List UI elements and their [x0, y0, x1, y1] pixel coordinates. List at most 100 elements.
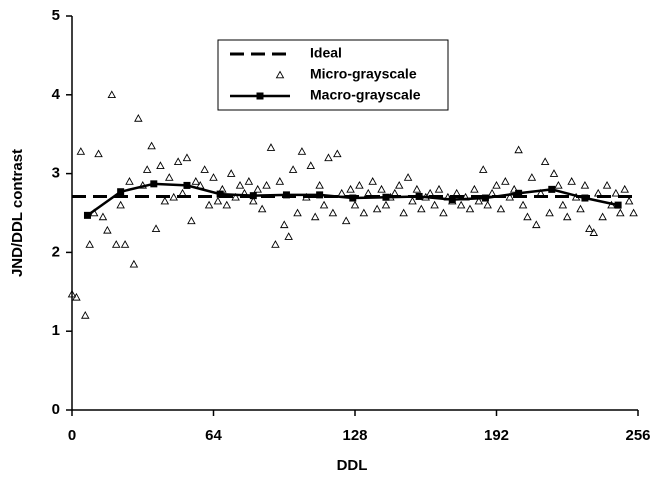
- micro-point: [514, 145, 523, 154]
- micro-point: [120, 240, 130, 248]
- x-tick-label: 256: [625, 427, 650, 444]
- micro-point: [226, 169, 236, 177]
- micro-point: [368, 177, 377, 185]
- micro-point: [204, 200, 214, 209]
- micro-point: [81, 311, 90, 319]
- micro-point: [523, 212, 532, 221]
- micro-point: [558, 200, 568, 209]
- micro-point: [408, 196, 417, 205]
- x-tick-label: 192: [484, 427, 509, 444]
- y-tick-label: 5: [52, 7, 60, 24]
- micro-point: [98, 212, 108, 221]
- micro-point: [452, 188, 461, 197]
- micro-point: [328, 208, 338, 217]
- micro-point: [315, 180, 324, 189]
- micro-point: [151, 224, 161, 233]
- micro-point: [567, 177, 576, 185]
- micro-point: [611, 188, 621, 197]
- micro-point: [470, 184, 479, 193]
- micro-point: [377, 184, 386, 193]
- micro-point: [253, 184, 262, 193]
- micro-point: [589, 228, 599, 236]
- y-tick-label: 2: [52, 243, 60, 260]
- x-tick-label: 0: [68, 427, 76, 444]
- micro-point: [346, 184, 355, 193]
- macro-point: [117, 188, 125, 196]
- micro-point: [310, 212, 320, 221]
- micro-point: [372, 204, 382, 213]
- y-tick-label: 0: [52, 401, 60, 418]
- macro-point: [614, 201, 622, 209]
- micro-point: [355, 180, 364, 189]
- micro-point: [549, 169, 559, 177]
- micro-point: [129, 259, 139, 268]
- micro-point: [279, 220, 289, 229]
- micro-point: [116, 200, 125, 209]
- micro-point: [288, 165, 298, 173]
- micro-point: [456, 200, 466, 209]
- micro-point: [293, 208, 302, 217]
- micro-point: [483, 200, 492, 209]
- micro-point: [213, 196, 223, 205]
- legend-label: Ideal: [310, 45, 342, 61]
- micro-point: [399, 208, 408, 217]
- micro-point: [72, 292, 81, 301]
- y-tick-label: 3: [52, 165, 60, 182]
- micro-point: [359, 208, 369, 217]
- micro-point: [160, 196, 170, 205]
- micro-point: [593, 188, 603, 197]
- macro-point: [349, 194, 357, 202]
- micro-point: [244, 177, 254, 185]
- micro-point: [222, 200, 232, 209]
- micro-point: [505, 192, 515, 201]
- legend-box: [217, 39, 449, 111]
- legend-label: Micro-grayscale: [310, 66, 417, 82]
- micro-point: [554, 180, 563, 189]
- micro-point: [532, 220, 541, 229]
- micro-point: [111, 240, 121, 248]
- micro-point: [509, 184, 519, 193]
- micro-point: [271, 240, 280, 248]
- micro-point: [85, 240, 94, 248]
- micro-point: [616, 208, 625, 217]
- micro-point: [156, 161, 165, 169]
- micro-point: [94, 149, 103, 158]
- micro-point: [209, 173, 218, 181]
- micro-point: [576, 204, 585, 213]
- micro-point: [478, 165, 488, 173]
- macro-point: [448, 196, 456, 204]
- micro-point: [620, 184, 629, 193]
- micro-point: [319, 200, 329, 209]
- micro-point: [430, 200, 439, 209]
- micro-point: [580, 180, 590, 189]
- micro-point: [337, 188, 346, 197]
- micro-point: [257, 204, 267, 213]
- legend-swatch: [256, 92, 264, 100]
- micro-point: [191, 177, 201, 185]
- micro-point: [412, 184, 422, 193]
- micro-point: [249, 196, 258, 205]
- x-tick-label: 128: [342, 427, 367, 444]
- legend-swatch: [275, 70, 285, 79]
- micro-point: [182, 153, 192, 162]
- macro-point: [415, 192, 423, 200]
- micro-point: [200, 165, 209, 173]
- micro-point: [147, 141, 156, 150]
- micro-point: [364, 188, 373, 197]
- micro-point: [231, 192, 240, 201]
- macro-point: [150, 180, 158, 188]
- micro-point: [527, 173, 537, 181]
- micro-point: [598, 212, 607, 221]
- micro-point: [333, 149, 342, 158]
- macro-point: [249, 192, 257, 200]
- micro-point: [297, 147, 307, 155]
- macro-point: [382, 193, 390, 201]
- micro-point: [67, 289, 77, 298]
- micro-point: [284, 232, 293, 240]
- micro-point: [474, 196, 484, 205]
- micro-point: [107, 90, 117, 99]
- y-axis-label: JND/DDL contrast: [9, 149, 26, 277]
- macro-point: [581, 194, 589, 202]
